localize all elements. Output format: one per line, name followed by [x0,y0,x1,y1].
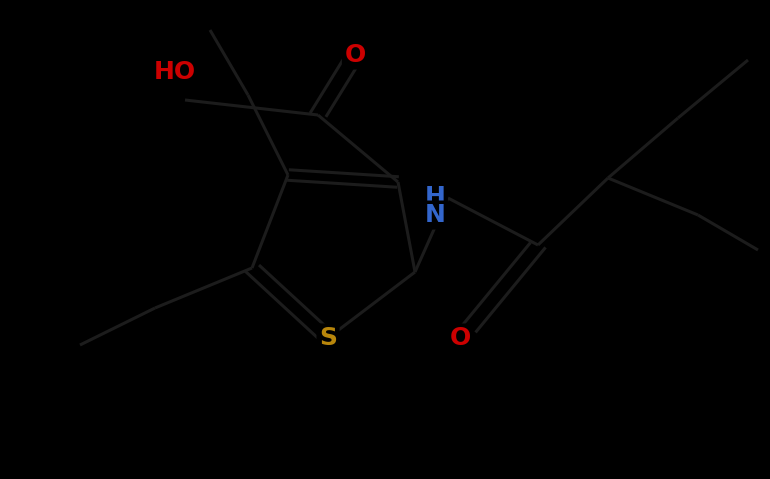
Text: HO: HO [154,60,196,84]
Text: O: O [450,326,470,350]
Text: S: S [319,326,337,350]
Text: O: O [344,43,366,67]
Text: N: N [424,203,445,227]
Text: H: H [424,185,445,209]
